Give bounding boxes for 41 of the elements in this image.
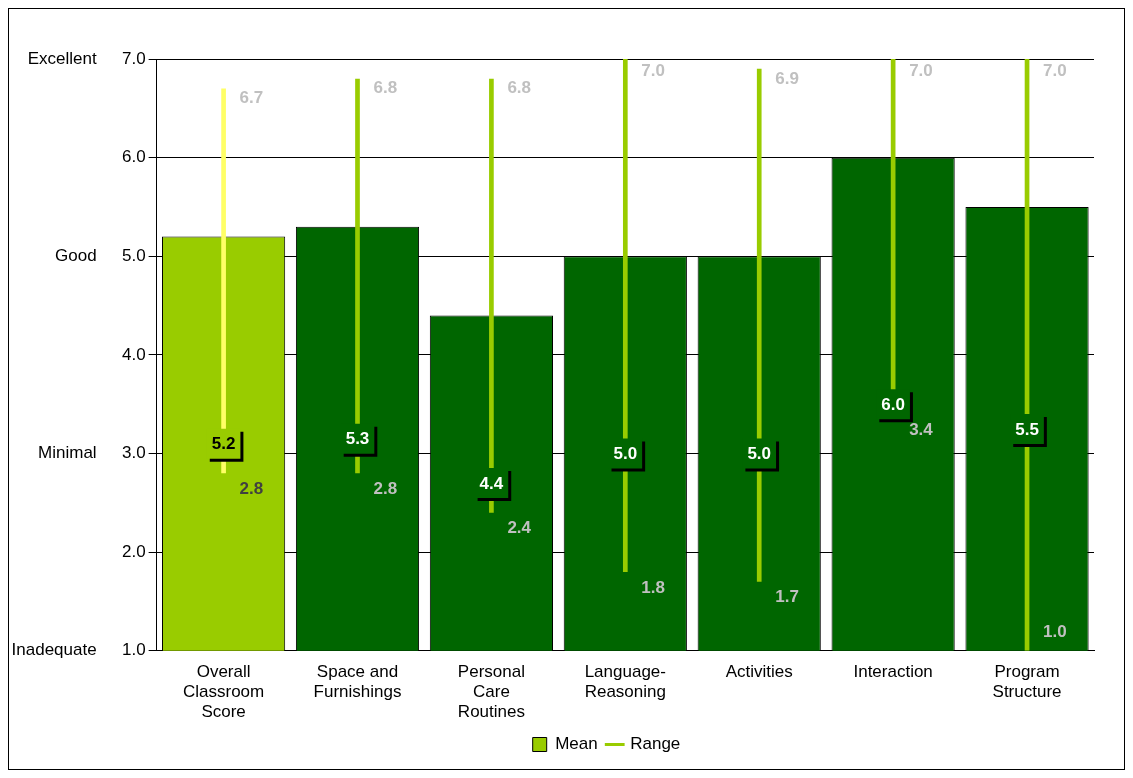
y-tick-label: 2.0 xyxy=(121,541,146,561)
annotation: 1.0 xyxy=(1043,622,1067,642)
text: Excellent xyxy=(27,48,97,68)
data-label: 6.0 xyxy=(881,394,905,414)
x-tick-label: Personal Care Routines xyxy=(457,661,525,722)
annotation: 6.9 xyxy=(775,68,799,88)
legend-label: Range xyxy=(630,734,681,754)
y-tick-label: 7.0 xyxy=(121,48,146,68)
data-label: 5.2 xyxy=(211,434,236,454)
annotation: 7.0 xyxy=(1043,60,1067,80)
annotation: 1.7 xyxy=(775,587,799,607)
x-tick-label: Interaction xyxy=(853,661,933,681)
text: Good xyxy=(55,245,97,265)
data-label: 5.0 xyxy=(747,444,772,464)
y-tick-label: 5.0 xyxy=(121,245,146,265)
annotation: 6.7 xyxy=(239,88,264,108)
annotation: 2.8 xyxy=(239,478,264,498)
annotation: 1.8 xyxy=(641,577,665,597)
x-tick-label: Space and Furnishings xyxy=(313,661,402,702)
y-tick-label: 3.0 xyxy=(121,443,146,463)
annotation: 3.4 xyxy=(909,419,934,439)
annotation: 6.8 xyxy=(373,78,398,98)
data-label: 5.0 xyxy=(613,444,638,464)
y-tick-label: 1.0 xyxy=(121,640,146,660)
data-label: 4.4 xyxy=(479,473,504,493)
data-label: 5.5 xyxy=(1015,419,1039,439)
text: Inadequate xyxy=(11,640,97,660)
data-label: 5.3 xyxy=(345,429,370,449)
annotation: 7.0 xyxy=(909,60,933,80)
x-tick-label: Activities xyxy=(725,661,793,681)
x-tick-label: Language-Reasoning xyxy=(584,661,666,702)
y-tick-label: 4.0 xyxy=(121,344,146,364)
x-tick-label: Program Structure xyxy=(992,661,1062,702)
y-tick-label: 6.0 xyxy=(121,147,146,167)
annotation: 7.0 xyxy=(641,60,665,80)
x-tick-label: Overall Classroom Score xyxy=(182,661,265,722)
legend-label: Mean xyxy=(555,734,598,754)
annotation: 2.4 xyxy=(507,518,532,538)
annotation: 2.8 xyxy=(373,478,398,498)
text: Minimal xyxy=(38,443,97,463)
annotation: 6.8 xyxy=(507,78,532,98)
